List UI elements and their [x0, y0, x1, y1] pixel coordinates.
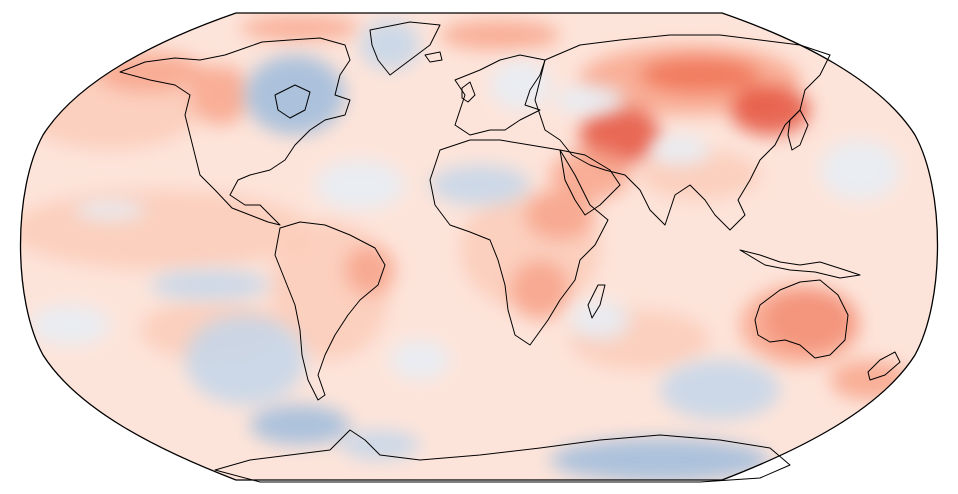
- anomaly-warm-brazil: [345, 245, 395, 295]
- coast-australia: [754, 279, 849, 359]
- coast-africa: [429, 139, 609, 346]
- coast-antarctica: [214, 429, 791, 483]
- coast-indonesia: [739, 249, 861, 279]
- anomaly-warm-southern-africa: [510, 260, 570, 320]
- coast-hudson-bay: [274, 84, 311, 119]
- cool-anomaly-layer: [30, 20, 900, 480]
- anomaly-cool-scandinavia: [490, 60, 550, 110]
- anomaly-warm-alaska: [95, 52, 205, 92]
- anomaly-cool-greenland: [360, 20, 420, 70]
- anomaly-cool-sahara: [430, 165, 530, 205]
- anomaly-cool-north-atlantic: [315, 160, 405, 210]
- coast-new-zealand: [867, 351, 901, 381]
- coast-madagascar: [587, 284, 606, 319]
- anomaly-cool-south-pacific: [185, 315, 305, 405]
- coast-europe: [454, 54, 546, 136]
- anomaly-warm-arctic: [240, 16, 360, 40]
- coast-arabia: [559, 149, 621, 216]
- anomaly-cool-drake: [250, 405, 350, 445]
- anomaly-cool-tibet: [650, 135, 710, 165]
- anomaly-hot-siberia: [640, 57, 760, 93]
- coastlines: [119, 21, 901, 483]
- anomaly-cool-central-pacific: [75, 200, 145, 220]
- anomaly-cool-indian: [570, 300, 630, 340]
- coast-iceland: [424, 51, 443, 63]
- coast-north-america: [119, 37, 351, 226]
- anomaly-warm-western-canada: [190, 65, 250, 125]
- anomaly-cool-southern-ocean: [660, 360, 780, 420]
- coast-japan: [787, 109, 809, 151]
- coast-greenland: [369, 21, 441, 76]
- anomaly-warm-australia: [740, 285, 860, 365]
- anomaly-cool-east-pacific: [150, 270, 270, 300]
- anomaly-warm-arabia: [550, 150, 630, 200]
- anomaly-hot-east-siberia: [730, 85, 810, 135]
- coast-asia: [534, 34, 831, 231]
- anomaly-warm-north-atlantic: [440, 20, 560, 50]
- coast-south-america: [274, 221, 386, 401]
- anomaly-cool-antarctica-east: [550, 438, 770, 480]
- anomaly-cool-antarctic-peninsula: [340, 430, 420, 460]
- anomaly-cool-russia: [555, 85, 625, 115]
- globe-outline: [19, 12, 939, 481]
- anomaly-cool-north-pacific-east: [820, 140, 900, 200]
- anomaly-cool-hudson: [245, 55, 345, 135]
- coast-british-isles: [461, 81, 476, 103]
- anomaly-cool-south-atlantic: [390, 340, 450, 380]
- anomaly-hot-central-asia: [580, 105, 660, 165]
- anomaly-warm-tropical-pacific: [20, 190, 310, 270]
- anomaly-cool-west-pacific: [30, 305, 110, 345]
- anomaly-warm-east-africa: [525, 190, 595, 240]
